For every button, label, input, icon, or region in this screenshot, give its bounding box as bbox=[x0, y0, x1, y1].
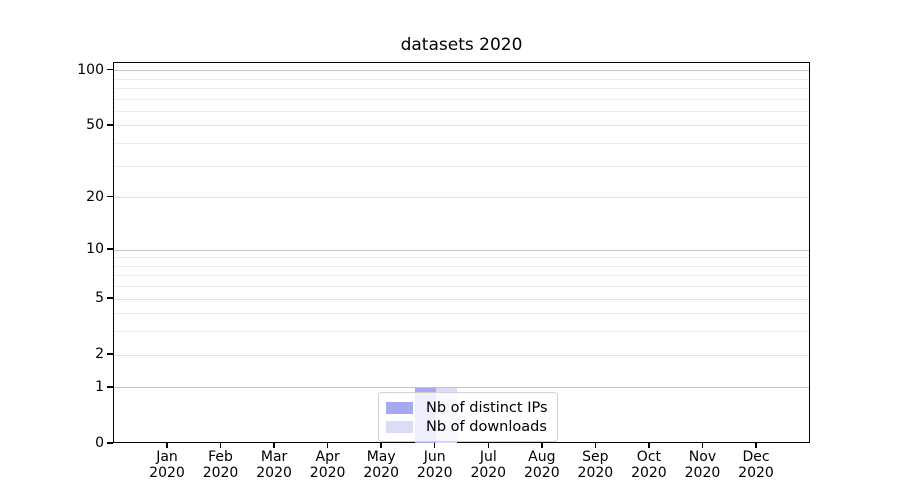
y-tick-label: 20 bbox=[86, 188, 104, 205]
legend-swatch-distinct-ips bbox=[386, 401, 413, 414]
gridline-major bbox=[114, 298, 809, 300]
gridline-major bbox=[114, 125, 809, 127]
gridline-minor bbox=[114, 265, 809, 267]
x-axis-tick bbox=[541, 443, 543, 448]
y-axis-tick bbox=[107, 195, 113, 198]
x-tick-label: Aug 2020 bbox=[523, 449, 560, 481]
gridline-minor bbox=[114, 257, 809, 259]
y-axis-tick bbox=[107, 386, 113, 388]
legend-item-distinct-ips: Nb of distinct IPs bbox=[386, 398, 548, 417]
y-tick-label: 100 bbox=[77, 61, 104, 78]
x-tick-label: Nov 2020 bbox=[684, 449, 721, 481]
x-axis-tick bbox=[326, 443, 329, 448]
gridline-major bbox=[114, 354, 809, 356]
y-axis-tick bbox=[107, 68, 113, 71]
x-tick-label: Jul 2020 bbox=[470, 449, 507, 481]
x-axis-tick bbox=[755, 443, 757, 448]
y-tick-label: 2 bbox=[95, 346, 104, 363]
gridline-minor bbox=[114, 87, 809, 89]
gridline-minor bbox=[114, 165, 809, 167]
x-axis-tick bbox=[219, 443, 222, 448]
y-axis-tick bbox=[107, 353, 113, 355]
gridline-minor bbox=[114, 98, 809, 100]
x-tick-label: Feb 2020 bbox=[202, 449, 239, 481]
x-tick-label: May 2020 bbox=[363, 449, 399, 481]
gridline-major bbox=[114, 249, 809, 251]
legend-label-downloads: Nb of downloads bbox=[426, 418, 547, 435]
y-tick-label: 1 bbox=[95, 378, 104, 395]
x-axis-tick bbox=[434, 443, 436, 448]
legend-item-downloads: Nb of downloads bbox=[386, 417, 548, 436]
y-axis-tick bbox=[107, 442, 113, 444]
y-tick-label: 10 bbox=[86, 241, 104, 257]
gridline-major bbox=[114, 70, 809, 72]
x-axis-tick bbox=[273, 443, 275, 448]
legend-label-distinct-ips: Nb of distinct IPs bbox=[426, 399, 548, 416]
x-tick-label: Mar 2020 bbox=[256, 449, 292, 481]
gridline-major bbox=[114, 197, 809, 199]
gridline-minor bbox=[114, 286, 809, 288]
y-axis-tick bbox=[107, 297, 113, 299]
legend-swatch-downloads bbox=[386, 420, 413, 433]
gridline-minor bbox=[114, 78, 809, 80]
gridline-minor bbox=[114, 275, 809, 277]
y-axis-tick bbox=[107, 124, 113, 126]
x-axis-tick bbox=[487, 443, 489, 448]
chart-title: datasets 2020 bbox=[400, 35, 523, 55]
x-axis-tick bbox=[648, 443, 650, 448]
y-tick-label: 5 bbox=[95, 290, 104, 307]
x-axis-tick bbox=[701, 443, 704, 448]
x-tick-label: Dec 2020 bbox=[738, 449, 774, 481]
y-tick-label: 50 bbox=[86, 116, 104, 133]
legend: Nb of distinct IPs Nb of downloads bbox=[378, 392, 558, 442]
x-tick-label: Apr 2020 bbox=[309, 449, 346, 481]
x-tick-label: Jan 2020 bbox=[149, 449, 185, 481]
x-tick-label: Sep 2020 bbox=[577, 449, 614, 481]
x-axis-tick bbox=[166, 443, 168, 448]
x-tick-label: Jun 2020 bbox=[416, 449, 453, 481]
plot-area bbox=[113, 62, 810, 443]
gridline-minor bbox=[114, 331, 809, 333]
x-axis-tick bbox=[380, 443, 382, 448]
x-axis-tick bbox=[594, 443, 597, 448]
y-axis-tick bbox=[107, 248, 113, 250]
gridline-minor bbox=[114, 143, 809, 145]
y-tick-label: 0 bbox=[95, 435, 104, 451]
x-tick-label: Oct 2020 bbox=[631, 449, 667, 481]
gridline-minor bbox=[114, 313, 809, 315]
gridline-minor bbox=[114, 110, 809, 112]
gridline-major bbox=[114, 387, 809, 389]
